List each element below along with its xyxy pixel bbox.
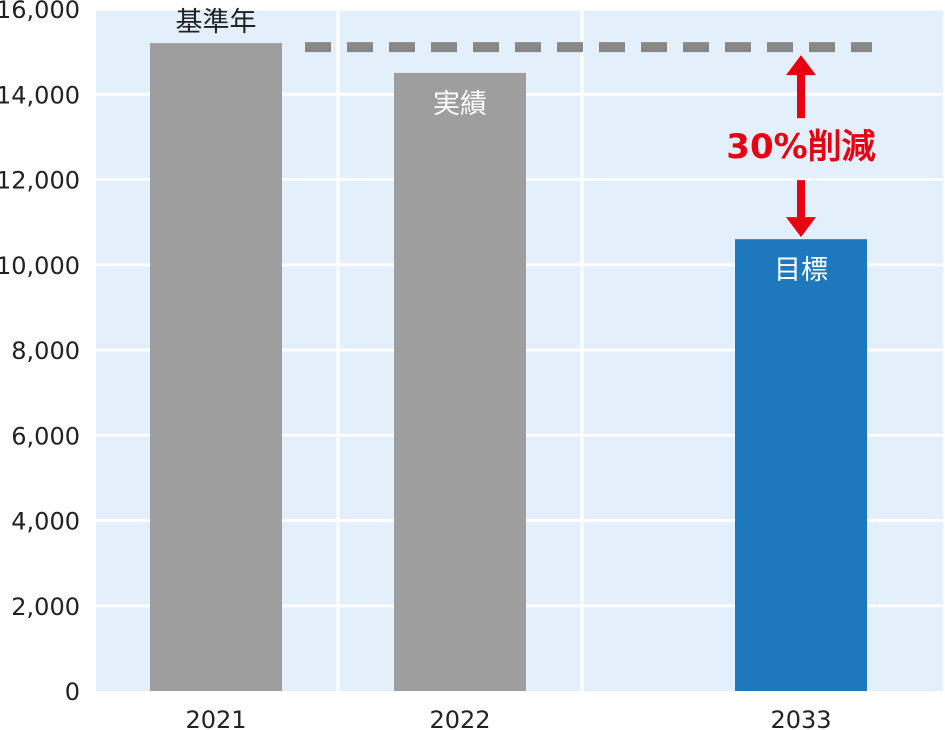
reduction-annotation: 30%削減 <box>726 55 876 238</box>
x-tick-label: 2022 <box>429 706 490 730</box>
y-tick-label: 14,000 <box>0 81 80 109</box>
arrow-up-icon <box>786 55 816 76</box>
y-tick-label: 16,000 <box>0 0 80 24</box>
bar-2021-baseline <box>150 43 282 692</box>
bar-label: 実績 <box>433 89 487 120</box>
bar-label: 基準年 <box>176 7 257 38</box>
y-tick-label: 2,000 <box>11 593 80 621</box>
bar-2033-target <box>735 239 867 692</box>
bar-2022-actual <box>394 72 526 691</box>
x-tick-label: 2021 <box>185 706 246 730</box>
arrow-down-icon <box>786 217 816 238</box>
y-tick-label: 0 <box>65 678 80 706</box>
x-tick-label: 2033 <box>770 706 831 730</box>
y-tick-label: 6,000 <box>11 422 80 450</box>
bar-label: 目標 <box>774 255 828 286</box>
y-axis-tick-labels: 0 2,000 4,000 6,000 8,000 10,000 12,000 14,000 1… <box>0 0 80 706</box>
x-axis-tick-labels: 2021 2022 2033 <box>185 706 831 730</box>
y-tick-label: 4,000 <box>11 508 80 536</box>
reduction-label: 30%削減 <box>726 127 875 167</box>
y-tick-label: 8,000 <box>11 337 80 365</box>
y-tick-label: 10,000 <box>0 252 80 280</box>
y-tick-label: 12,000 <box>0 167 80 195</box>
